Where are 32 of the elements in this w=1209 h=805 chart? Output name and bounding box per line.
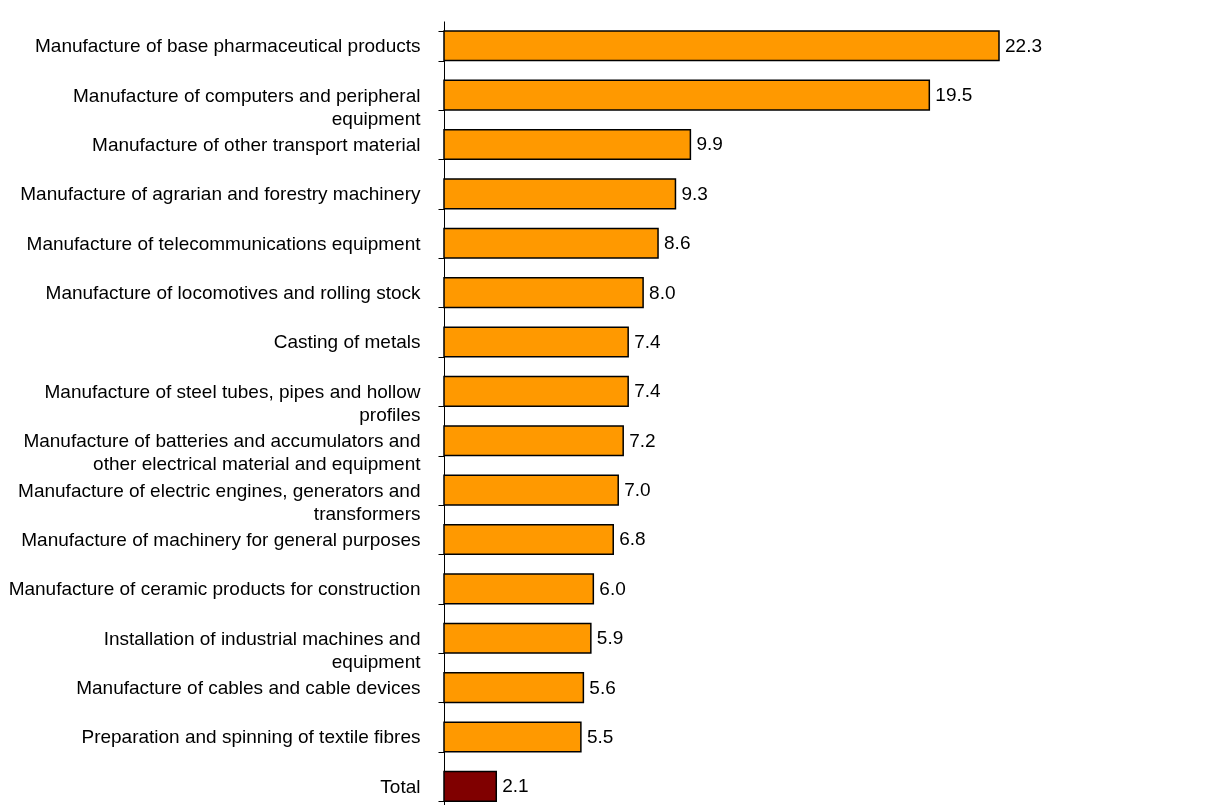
data-label: 7.4 [634,330,662,352]
data-label: 2.1 [502,775,529,797]
data-label: 8.6 [664,232,691,254]
data-label: 5.6 [589,676,616,698]
y-tick-label: Manufacture of electric engines, generators and transformers [18,479,421,524]
data-label: 7.2 [629,429,656,451]
data-label: 6.8 [619,528,646,550]
data-label: 22.3 [1005,34,1042,56]
data-label: 6.0 [599,577,626,599]
data-label: 19.5 [935,84,973,106]
y-tick-label: Preparation and spinning of textile fibres [81,726,421,748]
y-tick-label: Manufacture of computers and peripheral equipment [73,84,422,129]
y-tick-label: Manufacture of other transport material [92,133,421,155]
y-tick-label: Casting of metals [273,331,421,353]
y-tick-label: Manufacture of steel tubes, pipes and hollow profiles [44,380,421,425]
data-label: 5.9 [596,627,624,649]
data-label: 9.9 [696,133,723,155]
y-tick-label: Manufacture of agrarian and forestry machinery [20,183,421,205]
data-label: 8.0 [649,281,676,303]
y-tick-label: Manufacture of cables and cable devices [76,677,421,699]
data-label: 7.4 [634,380,662,402]
y-tick-label: Manufacture of batteries and accumulators and other electrical material and equipment [23,430,422,475]
y-tick-label: Total [380,775,421,797]
data-label: 5.5 [586,725,614,747]
data-label: 7.0 [624,479,651,501]
y-tick-label: Manufacture of machinery for general purposes [21,528,421,550]
y-tick-label: Manufacture of locomotives and rolling stock [45,282,421,304]
data-label: 9.3 [681,182,708,204]
y-tick-label: Installation of industrial machines and equipment [103,627,422,672]
y-tick-label: Manufacture of base pharmaceutical products [35,35,421,57]
y-tick-label: Manufacture of ceramic products for construction [8,578,421,600]
y-tick-label: Manufacture of telecommunications equipment [26,232,422,254]
